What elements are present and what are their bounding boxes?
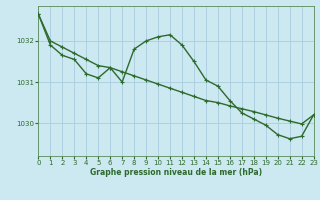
X-axis label: Graphe pression niveau de la mer (hPa): Graphe pression niveau de la mer (hPa) [90, 168, 262, 177]
